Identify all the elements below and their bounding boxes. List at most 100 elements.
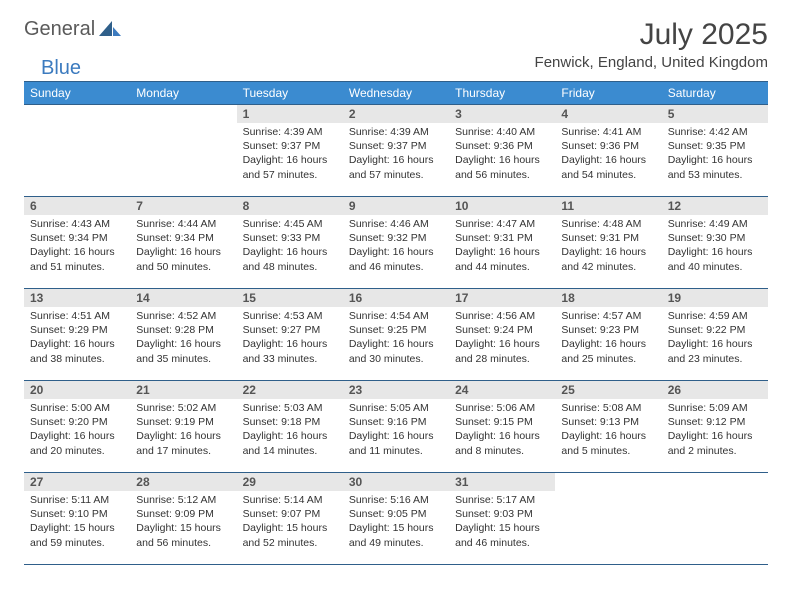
calendar-day-cell: 3Sunrise: 4:40 AMSunset: 9:36 PMDaylight… <box>449 105 555 197</box>
daylight-line: Daylight: 16 hours and 20 minutes. <box>30 429 124 457</box>
calendar-day-cell: 16Sunrise: 4:54 AMSunset: 9:25 PMDayligh… <box>343 289 449 381</box>
calendar-day-cell: 4Sunrise: 4:41 AMSunset: 9:36 PMDaylight… <box>555 105 661 197</box>
calendar-day-cell: 6Sunrise: 4:43 AMSunset: 9:34 PMDaylight… <box>24 197 130 289</box>
day-body: Sunrise: 4:59 AMSunset: 9:22 PMDaylight:… <box>662 307 768 370</box>
title-block: July 2025 Fenwick, England, United Kingd… <box>535 18 768 71</box>
calendar-day-cell: 28Sunrise: 5:12 AMSunset: 9:09 PMDayligh… <box>130 473 236 565</box>
sunset-line: Sunset: 9:07 PM <box>243 507 337 521</box>
calendar-week-row: 6Sunrise: 4:43 AMSunset: 9:34 PMDaylight… <box>24 197 768 289</box>
sunrise-line: Sunrise: 5:08 AM <box>561 401 655 415</box>
sunrise-line: Sunrise: 5:14 AM <box>243 493 337 507</box>
daylight-line: Daylight: 15 hours and 59 minutes. <box>30 521 124 549</box>
sunset-line: Sunset: 9:29 PM <box>30 323 124 337</box>
calendar-day-cell: 10Sunrise: 4:47 AMSunset: 9:31 PMDayligh… <box>449 197 555 289</box>
daylight-line: Daylight: 16 hours and 40 minutes. <box>668 245 762 273</box>
calendar-day-cell: 18Sunrise: 4:57 AMSunset: 9:23 PMDayligh… <box>555 289 661 381</box>
daylight-line: Daylight: 16 hours and 14 minutes. <box>243 429 337 457</box>
brand-sail-icon <box>99 19 121 40</box>
sunrise-line: Sunrise: 4:46 AM <box>349 217 443 231</box>
brand-logo: General <box>24 18 123 41</box>
sunset-line: Sunset: 9:35 PM <box>668 139 762 153</box>
sunrise-line: Sunrise: 4:43 AM <box>30 217 124 231</box>
sunset-line: Sunset: 9:34 PM <box>136 231 230 245</box>
weekday-header: Thursday <box>449 82 555 105</box>
sunrise-line: Sunrise: 5:00 AM <box>30 401 124 415</box>
day-body: Sunrise: 5:03 AMSunset: 9:18 PMDaylight:… <box>237 399 343 462</box>
calendar-week-row: 27Sunrise: 5:11 AMSunset: 9:10 PMDayligh… <box>24 473 768 565</box>
day-body: Sunrise: 4:42 AMSunset: 9:35 PMDaylight:… <box>662 123 768 186</box>
calendar-day-cell: 1Sunrise: 4:39 AMSunset: 9:37 PMDaylight… <box>237 105 343 197</box>
sunset-line: Sunset: 9:12 PM <box>668 415 762 429</box>
brand-part2: Blue <box>41 57 81 80</box>
daylight-line: Daylight: 16 hours and 54 minutes. <box>561 153 655 181</box>
calendar-day-cell <box>130 105 236 197</box>
daylight-line: Daylight: 16 hours and 28 minutes. <box>455 337 549 365</box>
sunset-line: Sunset: 9:31 PM <box>455 231 549 245</box>
sunrise-line: Sunrise: 5:12 AM <box>136 493 230 507</box>
day-body: Sunrise: 4:56 AMSunset: 9:24 PMDaylight:… <box>449 307 555 370</box>
sunrise-line: Sunrise: 4:44 AM <box>136 217 230 231</box>
day-number: 12 <box>662 197 768 215</box>
daylight-line: Daylight: 16 hours and 51 minutes. <box>30 245 124 273</box>
sunset-line: Sunset: 9:15 PM <box>455 415 549 429</box>
day-body: Sunrise: 4:57 AMSunset: 9:23 PMDaylight:… <box>555 307 661 370</box>
sunset-line: Sunset: 9:16 PM <box>349 415 443 429</box>
calendar-week-row: 20Sunrise: 5:00 AMSunset: 9:20 PMDayligh… <box>24 381 768 473</box>
day-number: 18 <box>555 289 661 307</box>
day-number: 17 <box>449 289 555 307</box>
sunrise-line: Sunrise: 4:47 AM <box>455 217 549 231</box>
day-body: Sunrise: 4:44 AMSunset: 9:34 PMDaylight:… <box>130 215 236 278</box>
sunrise-line: Sunrise: 5:11 AM <box>30 493 124 507</box>
sunrise-line: Sunrise: 4:56 AM <box>455 309 549 323</box>
day-number: 19 <box>662 289 768 307</box>
calendar-day-cell: 9Sunrise: 4:46 AMSunset: 9:32 PMDaylight… <box>343 197 449 289</box>
day-number: 11 <box>555 197 661 215</box>
day-body: Sunrise: 5:17 AMSunset: 9:03 PMDaylight:… <box>449 491 555 554</box>
weekday-header: Friday <box>555 82 661 105</box>
day-number: 24 <box>449 381 555 399</box>
sunrise-line: Sunrise: 4:57 AM <box>561 309 655 323</box>
weekday-header: Saturday <box>662 82 768 105</box>
weekday-header: Tuesday <box>237 82 343 105</box>
day-body: Sunrise: 4:47 AMSunset: 9:31 PMDaylight:… <box>449 215 555 278</box>
sunset-line: Sunset: 9:13 PM <box>561 415 655 429</box>
daylight-line: Daylight: 16 hours and 57 minutes. <box>349 153 443 181</box>
daylight-line: Daylight: 15 hours and 49 minutes. <box>349 521 443 549</box>
weekday-header: Wednesday <box>343 82 449 105</box>
day-body: Sunrise: 4:49 AMSunset: 9:30 PMDaylight:… <box>662 215 768 278</box>
sunrise-line: Sunrise: 4:40 AM <box>455 125 549 139</box>
sunrise-line: Sunrise: 5:09 AM <box>668 401 762 415</box>
daylight-line: Daylight: 16 hours and 5 minutes. <box>561 429 655 457</box>
sunset-line: Sunset: 9:33 PM <box>243 231 337 245</box>
day-number: 13 <box>24 289 130 307</box>
day-body: Sunrise: 5:02 AMSunset: 9:19 PMDaylight:… <box>130 399 236 462</box>
calendar-day-cell: 11Sunrise: 4:48 AMSunset: 9:31 PMDayligh… <box>555 197 661 289</box>
day-body: Sunrise: 4:39 AMSunset: 9:37 PMDaylight:… <box>343 123 449 186</box>
sunset-line: Sunset: 9:09 PM <box>136 507 230 521</box>
calendar-table: Sunday Monday Tuesday Wednesday Thursday… <box>24 81 768 565</box>
sunrise-line: Sunrise: 4:53 AM <box>243 309 337 323</box>
day-body: Sunrise: 4:48 AMSunset: 9:31 PMDaylight:… <box>555 215 661 278</box>
sunrise-line: Sunrise: 4:45 AM <box>243 217 337 231</box>
day-body: Sunrise: 4:45 AMSunset: 9:33 PMDaylight:… <box>237 215 343 278</box>
daylight-line: Daylight: 16 hours and 11 minutes. <box>349 429 443 457</box>
daylight-line: Daylight: 16 hours and 30 minutes. <box>349 337 443 365</box>
daylight-line: Daylight: 16 hours and 48 minutes. <box>243 245 337 273</box>
day-number: 30 <box>343 473 449 491</box>
day-number: 7 <box>130 197 236 215</box>
sunrise-line: Sunrise: 4:42 AM <box>668 125 762 139</box>
day-number: 20 <box>24 381 130 399</box>
day-body: Sunrise: 5:12 AMSunset: 9:09 PMDaylight:… <box>130 491 236 554</box>
daylight-line: Daylight: 16 hours and 25 minutes. <box>561 337 655 365</box>
daylight-line: Daylight: 16 hours and 42 minutes. <box>561 245 655 273</box>
calendar-day-cell: 19Sunrise: 4:59 AMSunset: 9:22 PMDayligh… <box>662 289 768 381</box>
daylight-line: Daylight: 16 hours and 46 minutes. <box>349 245 443 273</box>
day-body: Sunrise: 5:00 AMSunset: 9:20 PMDaylight:… <box>24 399 130 462</box>
month-title: July 2025 <box>535 18 768 52</box>
day-number: 31 <box>449 473 555 491</box>
sunrise-line: Sunrise: 5:02 AM <box>136 401 230 415</box>
sunset-line: Sunset: 9:20 PM <box>30 415 124 429</box>
daylight-line: Daylight: 16 hours and 38 minutes. <box>30 337 124 365</box>
sunset-line: Sunset: 9:27 PM <box>243 323 337 337</box>
weekday-header: Monday <box>130 82 236 105</box>
